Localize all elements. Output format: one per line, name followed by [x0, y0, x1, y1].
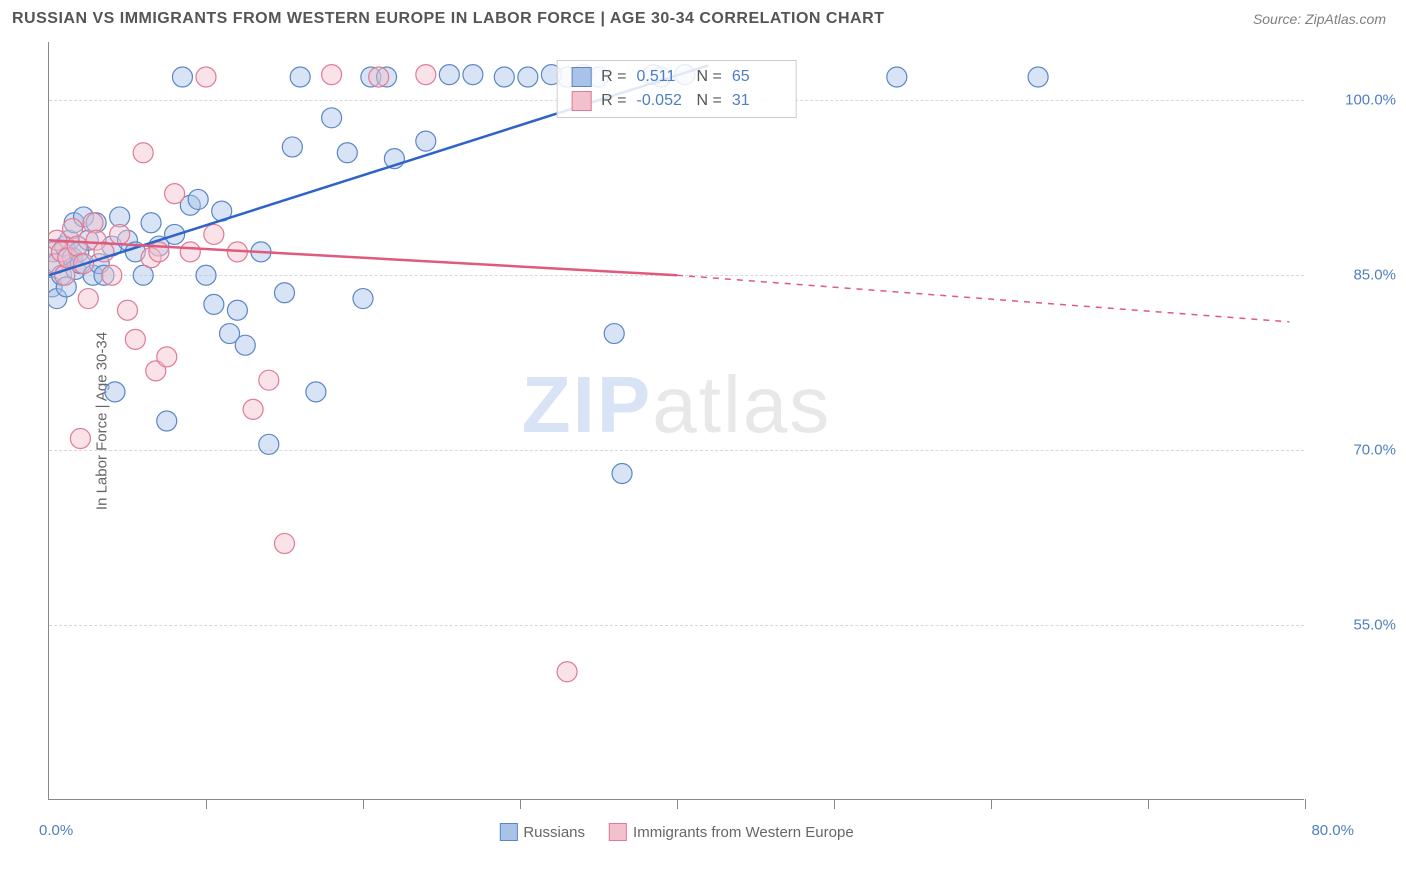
data-point: [322, 108, 342, 128]
x-tick: [206, 799, 207, 809]
stats-r-russians: 0.511: [637, 65, 687, 89]
stats-r-label: R =: [601, 65, 626, 89]
stats-r-label: R =: [601, 89, 626, 113]
data-point: [604, 324, 624, 344]
data-point: [416, 131, 436, 151]
data-point: [165, 184, 185, 204]
data-point: [235, 335, 255, 355]
trend-line-extension: [677, 275, 1289, 322]
data-point: [133, 143, 153, 163]
data-point: [463, 65, 483, 85]
stats-r-immigrants: -0.052: [637, 89, 687, 113]
data-point: [196, 265, 216, 285]
data-point: [612, 463, 632, 483]
stats-row-russians: R = 0.511 N = 65: [571, 65, 782, 89]
data-point: [259, 434, 279, 454]
data-point: [243, 399, 263, 419]
data-point: [337, 143, 357, 163]
data-point: [416, 65, 436, 85]
x-axis-max-label: 80.0%: [1311, 822, 1354, 839]
y-tick-label: 100.0%: [1316, 92, 1396, 109]
data-point: [157, 347, 177, 367]
data-point: [204, 294, 224, 314]
stats-box: R = 0.511 N = 65 R = -0.052 N = 31: [556, 60, 797, 118]
y-tick-label: 85.0%: [1316, 267, 1396, 284]
data-point: [180, 242, 200, 262]
legend-label-russians: Russians: [523, 824, 585, 841]
legend-label-immigrants: Immigrants from Western Europe: [633, 824, 854, 841]
x-tick: [834, 799, 835, 809]
data-point: [227, 300, 247, 320]
data-point: [141, 213, 161, 233]
y-tick-label: 70.0%: [1316, 442, 1396, 459]
stats-n-russians: 65: [732, 65, 782, 89]
x-tick: [991, 799, 992, 809]
chart-area: In Labor Force | Age 30-34 ZIPatlas 55.0…: [48, 42, 1304, 800]
legend-item-immigrants: Immigrants from Western Europe: [609, 823, 854, 841]
data-point: [322, 65, 342, 85]
data-point: [275, 533, 295, 553]
data-point: [118, 300, 138, 320]
data-point: [83, 213, 103, 233]
data-point: [290, 67, 310, 87]
data-point: [282, 137, 302, 157]
data-point: [196, 67, 216, 87]
stats-n-immigrants: 31: [732, 89, 782, 113]
plot-svg: [49, 42, 1305, 800]
data-point: [887, 67, 907, 87]
chart-header: RUSSIAN VS IMMIGRANTS FROM WESTERN EUROP…: [0, 0, 1406, 36]
legend: Russians Immigrants from Western Europe: [499, 823, 853, 841]
data-point: [275, 283, 295, 303]
legend-swatch-immigrants: [609, 823, 627, 841]
legend-swatch-russians: [499, 823, 517, 841]
data-point: [557, 662, 577, 682]
x-tick: [677, 799, 678, 809]
data-point: [63, 219, 83, 239]
data-point: [110, 224, 130, 244]
data-point: [188, 189, 208, 209]
data-point: [102, 265, 122, 285]
data-point: [125, 329, 145, 349]
data-point: [439, 65, 459, 85]
x-tick: [1148, 799, 1149, 809]
legend-item-russians: Russians: [499, 823, 585, 841]
data-point: [306, 382, 326, 402]
stats-swatch-immigrants: [571, 91, 591, 111]
data-point: [78, 289, 98, 309]
chart-title: RUSSIAN VS IMMIGRANTS FROM WESTERN EUROP…: [12, 10, 884, 28]
data-point: [172, 67, 192, 87]
chart-source: Source: ZipAtlas.com: [1253, 11, 1386, 27]
data-point: [494, 67, 514, 87]
data-point: [204, 224, 224, 244]
data-point: [369, 67, 389, 87]
data-point: [518, 67, 538, 87]
y-tick-label: 55.0%: [1316, 617, 1396, 634]
x-tick: [1305, 799, 1306, 809]
stats-swatch-russians: [571, 67, 591, 87]
data-point: [353, 289, 373, 309]
x-axis-min-label: 0.0%: [39, 822, 73, 839]
stats-n-label: N =: [697, 65, 722, 89]
data-point: [105, 382, 125, 402]
stats-row-immigrants: R = -0.052 N = 31: [571, 89, 782, 113]
data-point: [259, 370, 279, 390]
x-tick: [520, 799, 521, 809]
data-point: [70, 428, 90, 448]
data-point: [157, 411, 177, 431]
data-point: [1028, 67, 1048, 87]
stats-n-label: N =: [697, 89, 722, 113]
x-tick: [363, 799, 364, 809]
